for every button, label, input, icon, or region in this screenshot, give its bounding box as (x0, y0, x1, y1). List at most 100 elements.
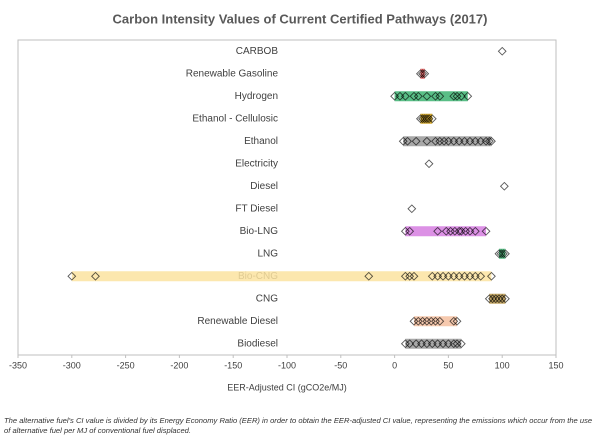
data-point (422, 136, 432, 146)
data-point (497, 46, 507, 56)
data-point (409, 91, 419, 101)
range-bar (489, 293, 506, 304)
plot-frame (17, 39, 557, 356)
category-label: Biodiesel (237, 338, 278, 349)
data-point (67, 271, 77, 281)
data-point (439, 136, 449, 146)
data-point (446, 226, 455, 236)
data-point (426, 316, 436, 326)
data-point (400, 91, 410, 101)
data-point (484, 136, 494, 146)
category-label: CNG (256, 293, 278, 304)
category-label: Electricity (235, 158, 278, 169)
data-point (487, 136, 496, 146)
data-point (456, 226, 466, 236)
category-label: Bio-LNG (240, 226, 279, 237)
x-tick-label: -200 (170, 360, 188, 370)
data-point (405, 226, 415, 236)
category-label: CARBOB (236, 46, 279, 57)
data-point (431, 316, 440, 326)
data-point (431, 136, 440, 146)
data-point (461, 226, 471, 236)
data-point (424, 114, 434, 124)
data-point (427, 114, 437, 124)
data-point (413, 91, 423, 101)
data-point (420, 69, 430, 79)
data-point (418, 69, 428, 79)
data-point (481, 226, 491, 236)
category-label: Diesel (250, 181, 278, 192)
range-bar (71, 271, 492, 282)
range-bar (405, 226, 487, 237)
category-label: Ethanol - Cellulosic (192, 113, 278, 124)
x-tick-label: -250 (117, 360, 135, 370)
data-point (500, 294, 510, 304)
data-point (415, 69, 425, 79)
data-point (418, 114, 428, 124)
data-point (91, 271, 100, 281)
data-point (470, 226, 480, 236)
category-label: Hydrogen (235, 91, 278, 102)
x-tick-label: -350 (9, 360, 27, 370)
data-point (449, 91, 459, 101)
data-point (431, 91, 440, 101)
range-bar (420, 68, 425, 79)
data-point (435, 91, 445, 101)
data-point (415, 114, 425, 124)
data-point (454, 226, 464, 236)
x-axis-label: EER-Adjusted CI (gCO2e/MJ) (227, 382, 347, 392)
data-point (400, 339, 410, 349)
chart: Carbon Intensity Values of Current Certi… (9, 11, 564, 392)
data-point (494, 249, 504, 259)
category-label: Renewable Gasoline (186, 68, 279, 79)
data-point (418, 316, 428, 326)
x-tick-label: -150 (224, 360, 242, 370)
data-point (484, 294, 494, 304)
x-tick-label: -100 (278, 360, 296, 370)
data-point (413, 316, 423, 326)
data-point (435, 316, 445, 326)
category-label: FT Diesel (235, 203, 278, 214)
data-point (364, 271, 374, 281)
data-point (398, 136, 408, 146)
data-point (463, 91, 473, 101)
x-tick-label: 0 (392, 360, 397, 370)
data-point (435, 136, 445, 146)
data-point (456, 91, 466, 101)
data-point (420, 114, 430, 124)
data-point (500, 249, 510, 259)
x-tick-label: 50 (443, 360, 453, 370)
data-point (452, 339, 462, 349)
data-point (456, 339, 466, 349)
data-point (449, 316, 459, 326)
data-point (407, 204, 417, 214)
data-point (400, 271, 410, 281)
category-label: Ethanol (244, 136, 278, 147)
data-point (450, 226, 460, 236)
data-point (496, 249, 506, 259)
chart-title: Carbon Intensity Values of Current Certi… (113, 11, 488, 26)
data-point (497, 294, 507, 304)
data-point (452, 316, 462, 326)
data-point (499, 181, 509, 191)
x-tick-label: 150 (548, 360, 563, 370)
data-point (409, 271, 419, 281)
data-point (411, 136, 421, 146)
data-point (422, 91, 432, 101)
data-point (405, 339, 415, 349)
data-point (494, 294, 504, 304)
footnote: The alternative fuel's CI value is divid… (4, 416, 593, 435)
category-label: Renewable Diesel (197, 316, 278, 327)
data-point (441, 226, 451, 236)
data-point (487, 271, 496, 281)
data-point (400, 226, 410, 236)
data-point (405, 271, 415, 281)
x-tick-label: 100 (495, 360, 510, 370)
data-point (449, 339, 459, 349)
data-point (498, 249, 508, 259)
data-point (452, 91, 462, 101)
data-point (491, 294, 501, 304)
x-tick-label: -50 (334, 360, 347, 370)
data-point (403, 136, 412, 146)
data-point (422, 316, 432, 326)
